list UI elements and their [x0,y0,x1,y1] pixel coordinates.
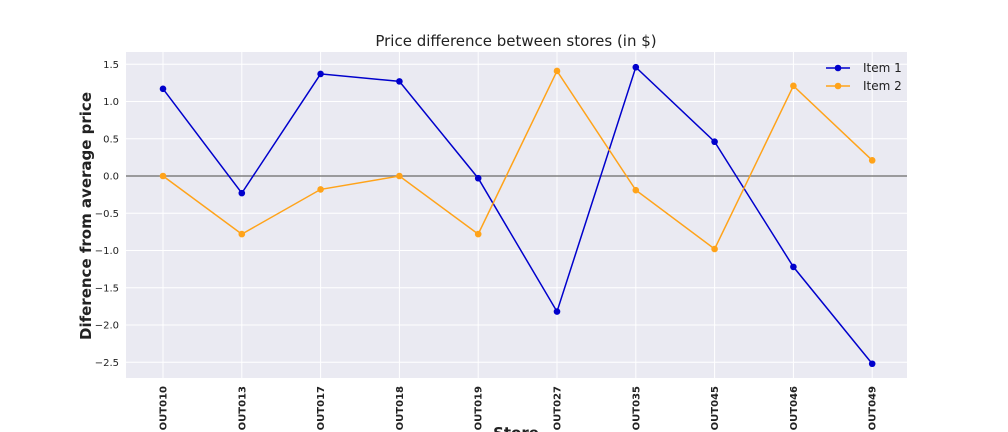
legend: Item 1 Item 2 [826,61,902,93]
series-2 [159,67,876,253]
y-tick-label: −2.0 [95,321,119,332]
x-tick-label: OUT017 [316,386,327,430]
y-tick-label: 0.0 [103,172,119,183]
data-point [317,70,324,78]
data-point [553,67,561,75]
x-tick-label: OUT049 [868,386,879,430]
series-1 [159,63,876,368]
x-tick-label: OUT035 [631,386,642,430]
legend-swatch-marker [834,82,842,90]
legend-label: Item 2 [863,79,902,93]
x-tick-label: OUT019 [474,386,485,430]
data-point [790,82,797,90]
x-tick-label: OUT046 [789,386,800,430]
data-point [396,78,403,85]
y-tick-labels: −2.5 −2.0 −1.5 −1.0 −0.5 0.0 0.5 1.0 1.5 [95,60,119,369]
legend-item: Item 2 [826,79,902,93]
x-tick-label: OUT013 [237,386,248,430]
x-tick-labels: OUT010 OUT013 OUT017 OUT018 OUT019 OUT027 OUT0… [159,386,879,430]
y-axis-label: Diference from average price [77,92,95,340]
y-tick-label: −2.5 [95,358,119,369]
legend-swatch-marker [834,64,842,72]
y-tick-label: 1.0 [103,97,119,108]
plot-background [126,52,907,378]
y-tick-label: 0.5 [103,134,119,145]
data-point [159,85,167,93]
chart-title: Price difference between stores (in $) [375,32,656,50]
data-point [238,189,246,197]
y-tick-label: −1.5 [95,283,119,294]
data-point [474,174,482,182]
data-point [790,263,797,271]
legend-label: Item 1 [863,61,902,75]
y-tick-label: −0.5 [95,209,119,220]
data-point [868,360,876,368]
series-layer [159,63,876,368]
data-point [553,308,561,315]
data-point [868,157,876,164]
data-point [632,186,640,194]
legend-item: Item 1 [826,61,902,75]
series-line [162,65,873,365]
data-point [474,230,482,238]
data-point [159,172,167,180]
series-line [162,69,873,251]
data-point [711,138,718,146]
data-point [711,245,718,253]
x-tick-label: OUT027 [553,386,564,430]
data-point [396,172,403,180]
x-axis-label: Store [493,424,539,432]
data-point [317,186,324,193]
y-tick-label: −1.0 [95,246,119,257]
data-point [632,63,640,71]
data-point [238,230,246,238]
x-tick-label: OUT045 [710,386,721,430]
x-tick-label: OUT010 [159,386,170,430]
x-tick-label: OUT018 [395,386,406,430]
y-tick-label: 1.5 [103,60,119,71]
